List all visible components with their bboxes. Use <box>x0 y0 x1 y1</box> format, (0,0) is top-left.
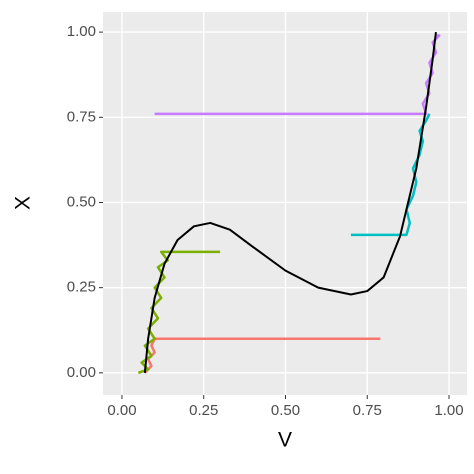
x-tick-label: 0.25 <box>189 402 218 419</box>
y-tick-label: 1.00 <box>67 23 96 40</box>
series-line <box>143 31 437 373</box>
x-tick-label: 0.50 <box>271 402 300 419</box>
y-tick-label: 0.75 <box>67 108 96 125</box>
y-tick-label: 0.50 <box>67 193 96 210</box>
y-axis-title: X <box>12 196 35 210</box>
y-tick-label: 0.25 <box>67 279 96 296</box>
x-tick-label: 0.75 <box>353 402 382 419</box>
x-tick-label: 1.00 <box>434 402 463 419</box>
x-tick-label: 0.00 <box>107 402 136 419</box>
x-axis-title: V <box>278 429 292 452</box>
y-tick-label: 0.00 <box>67 364 96 381</box>
